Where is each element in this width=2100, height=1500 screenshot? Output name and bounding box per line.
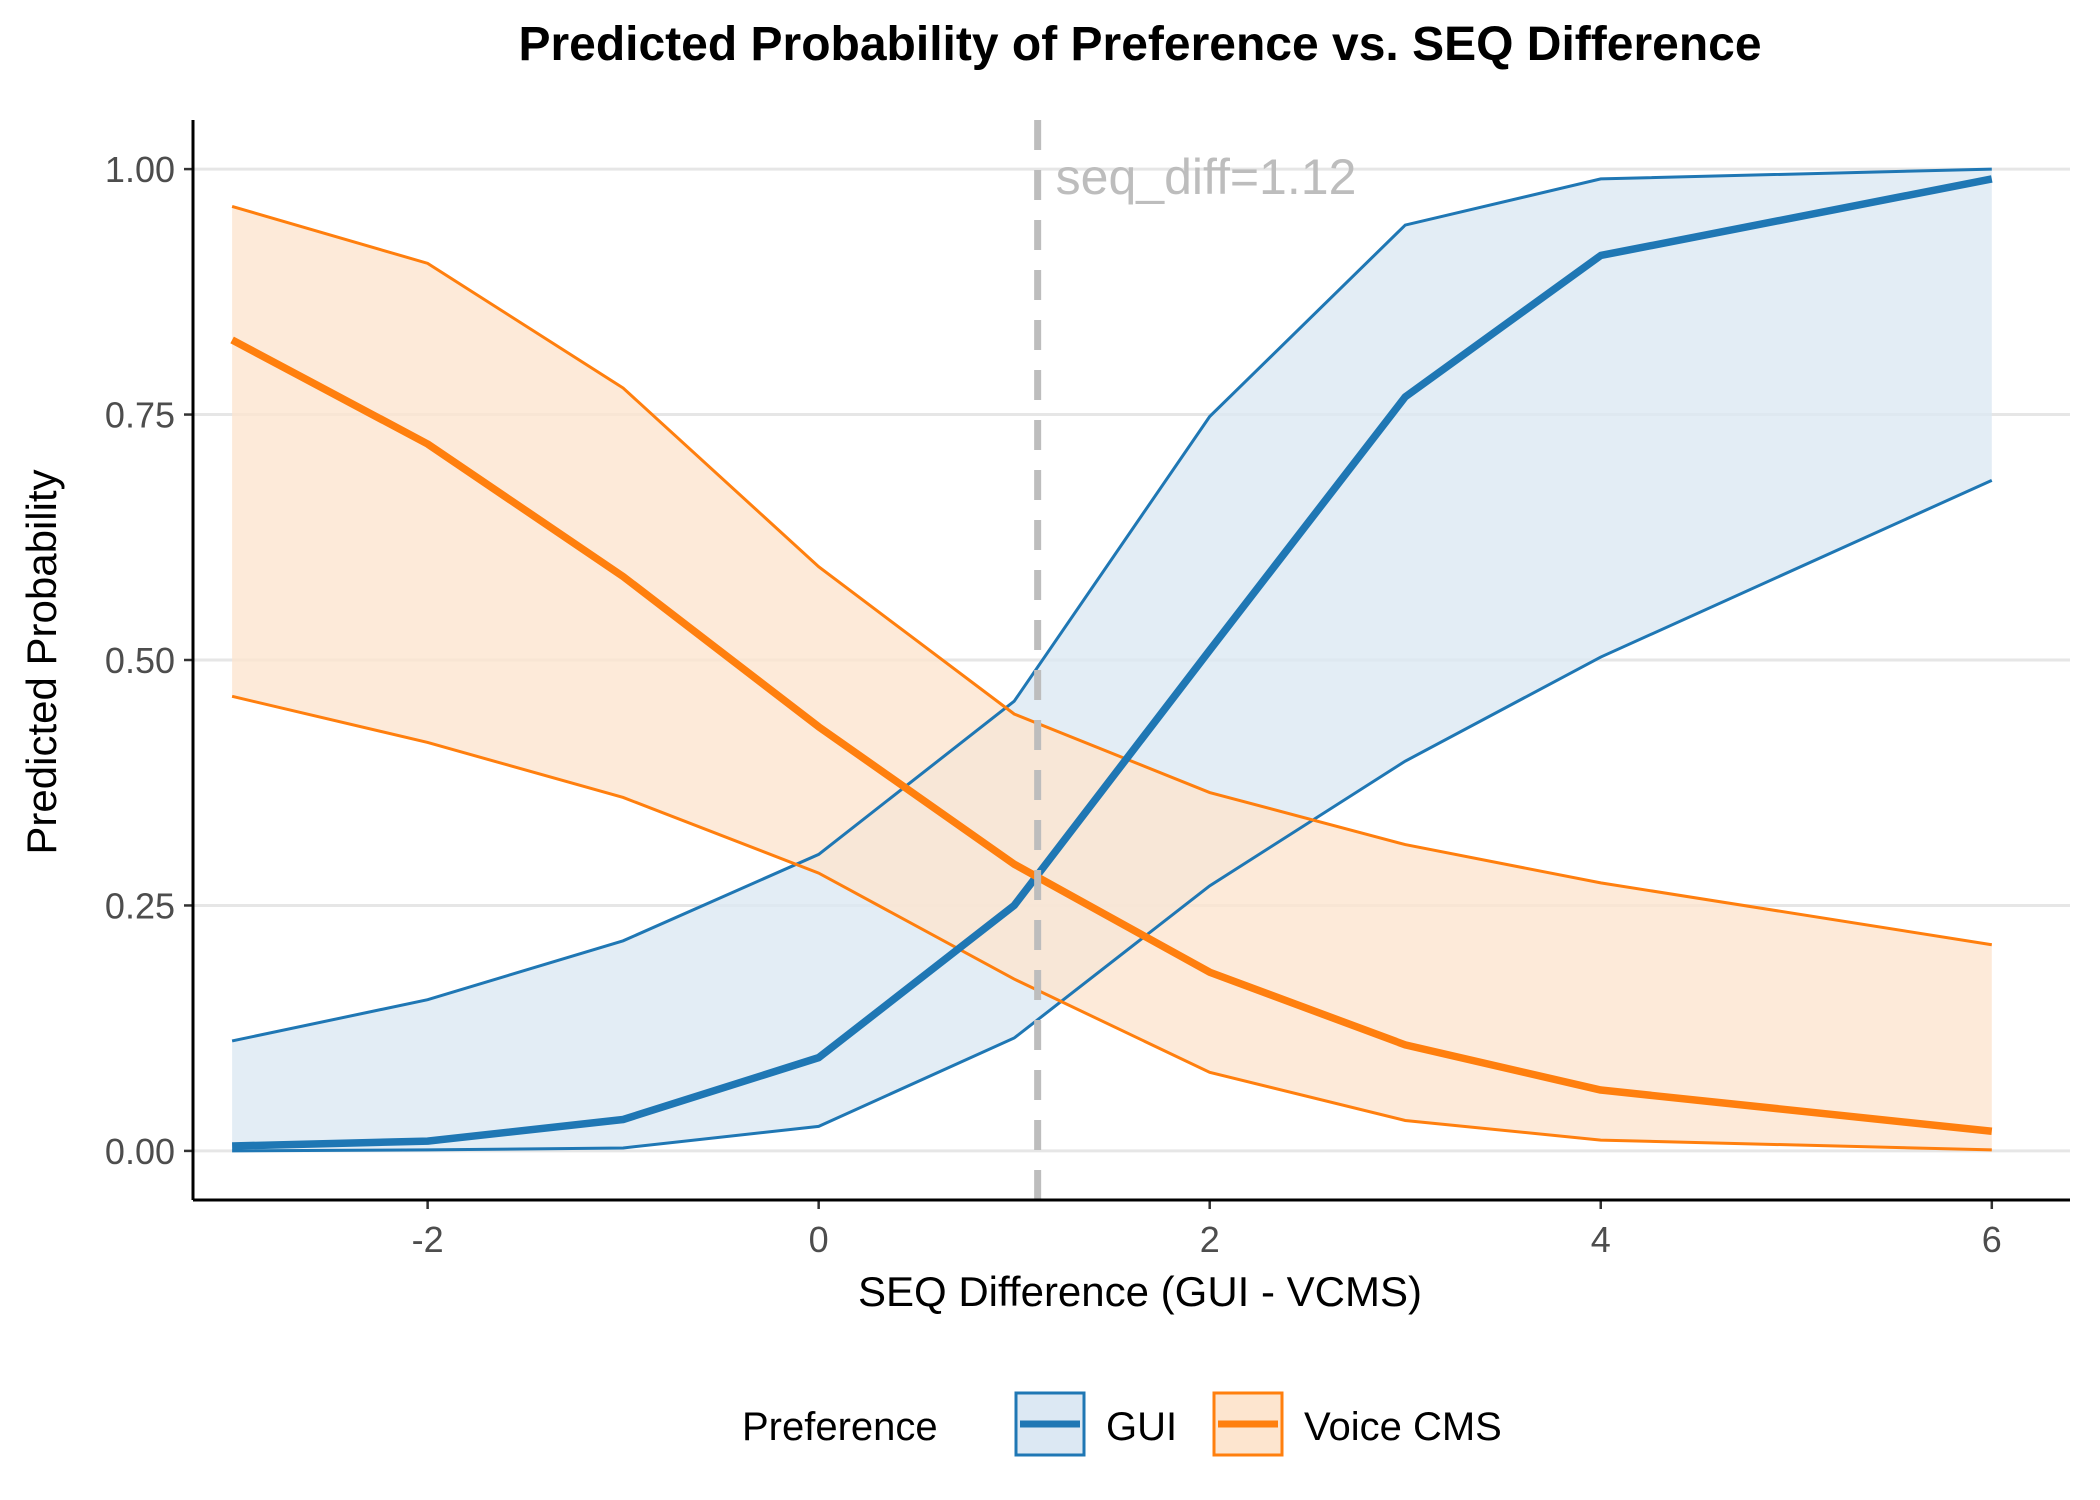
line-gui	[232, 175, 1993, 1150]
series-lines	[230, 167, 1993, 1153]
upper-bound-gui	[231, 167, 1992, 1043]
upper-bound-voice-cms	[231, 204, 1993, 947]
line-voice-cms	[230, 336, 1993, 1136]
y-tick-label: 1.00	[105, 149, 175, 190]
y-tick-label: 0.50	[105, 640, 175, 681]
legend-title: Preference	[742, 1405, 938, 1449]
legend: Preference GUI Voice CMS	[742, 1391, 1502, 1457]
legend-label-voice-cms: Voice CMS	[1304, 1405, 1502, 1449]
x-axis-title: SEQ Difference (GUI - VCMS)	[858, 1268, 1422, 1315]
x-tick-label: -2	[412, 1219, 444, 1260]
chart-title: Predicted Probability of Preference vs. …	[518, 18, 1761, 71]
x-tick-label: 2	[1200, 1219, 1220, 1260]
band-voice-cms	[232, 206, 1992, 1150]
y-tick-label: 0.25	[105, 885, 175, 926]
reference-line-group: seq_diff=1.12	[1034, 120, 1357, 1200]
x-tick-label: 0	[809, 1219, 829, 1260]
axes: 0.00 0.25 0.50 0.75 1.00 -2 0 2 4 6	[105, 120, 2070, 1260]
x-tick-label: 4	[1591, 1219, 1611, 1260]
band-gui	[232, 169, 1992, 1151]
confidence-bands	[232, 169, 1992, 1151]
y-axis-title: Predicted Probability	[18, 469, 65, 854]
x-tick-label: 6	[1982, 1219, 2002, 1260]
lower-bound-voice-cms	[231, 694, 1992, 1152]
lower-bound-gui	[232, 478, 1993, 1153]
y-tick-label: 0.75	[105, 395, 175, 436]
reference-line-label: seq_diff=1.12	[1056, 149, 1357, 205]
y-tick-label: 0.00	[105, 1131, 175, 1172]
legend-label-gui: GUI	[1106, 1405, 1177, 1449]
